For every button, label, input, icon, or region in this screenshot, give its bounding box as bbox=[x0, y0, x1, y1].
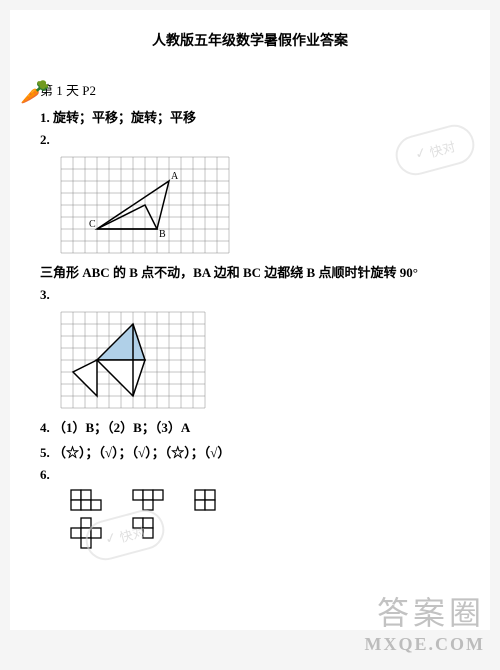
check-icon: ✓ bbox=[103, 529, 119, 548]
q3-figure bbox=[60, 311, 460, 409]
watermark-text: 快对 bbox=[427, 136, 457, 161]
q6-row1 bbox=[70, 489, 460, 511]
svg-text:A: A bbox=[171, 171, 179, 182]
q2-desc: 三角形 ABC 的 B 点不动，BA 边和 BC 边都绕 B 点顺时针旋转 90… bbox=[40, 262, 460, 281]
bottom-watermark-url: MXQE.COM bbox=[365, 634, 485, 655]
watermark-kuaidui-icon: ✓ 快对 bbox=[81, 505, 169, 564]
q5-text: （☆）；（√）；（√）；（☆）；（√） bbox=[53, 445, 230, 460]
worksheet-page: 人教版五年级数学暑假作业答案 🥕 第 1 天 P2 1. 旋转；平移；旋转；平移… bbox=[10, 10, 490, 630]
carrot-icon: 🥕 bbox=[20, 78, 50, 107]
q4-text: （1）B；（2）B；（3）A bbox=[53, 420, 190, 435]
bottom-watermark-zh: 答案圈 bbox=[365, 588, 485, 634]
q6-num: 6. bbox=[40, 467, 460, 483]
svg-text:C: C bbox=[89, 219, 96, 230]
q5: 5. （☆）；（√）；（√）；（☆）；（√） bbox=[40, 442, 460, 461]
q4-num: 4. bbox=[40, 420, 50, 435]
q3-num: 3. bbox=[40, 287, 460, 303]
q5-num: 5. bbox=[40, 445, 50, 460]
watermark-text: 快对 bbox=[117, 521, 147, 546]
q4: 4. （1）B；（2）B；（3）A bbox=[40, 417, 460, 436]
section-label: 第 1 天 P2 bbox=[40, 80, 460, 99]
check-icon: ✓ bbox=[413, 144, 429, 163]
q1-num: 1. bbox=[40, 110, 50, 125]
q2-figure: A B C bbox=[60, 156, 460, 254]
q1-text: 旋转；平移；旋转；平移 bbox=[53, 110, 196, 125]
svg-text:B: B bbox=[159, 229, 166, 240]
page-title: 人教版五年级数学暑假作业答案 bbox=[40, 30, 460, 50]
q1: 1. 旋转；平移；旋转；平移 bbox=[40, 107, 460, 126]
bottom-watermark: 答案圈 MXQE.COM bbox=[365, 588, 485, 655]
